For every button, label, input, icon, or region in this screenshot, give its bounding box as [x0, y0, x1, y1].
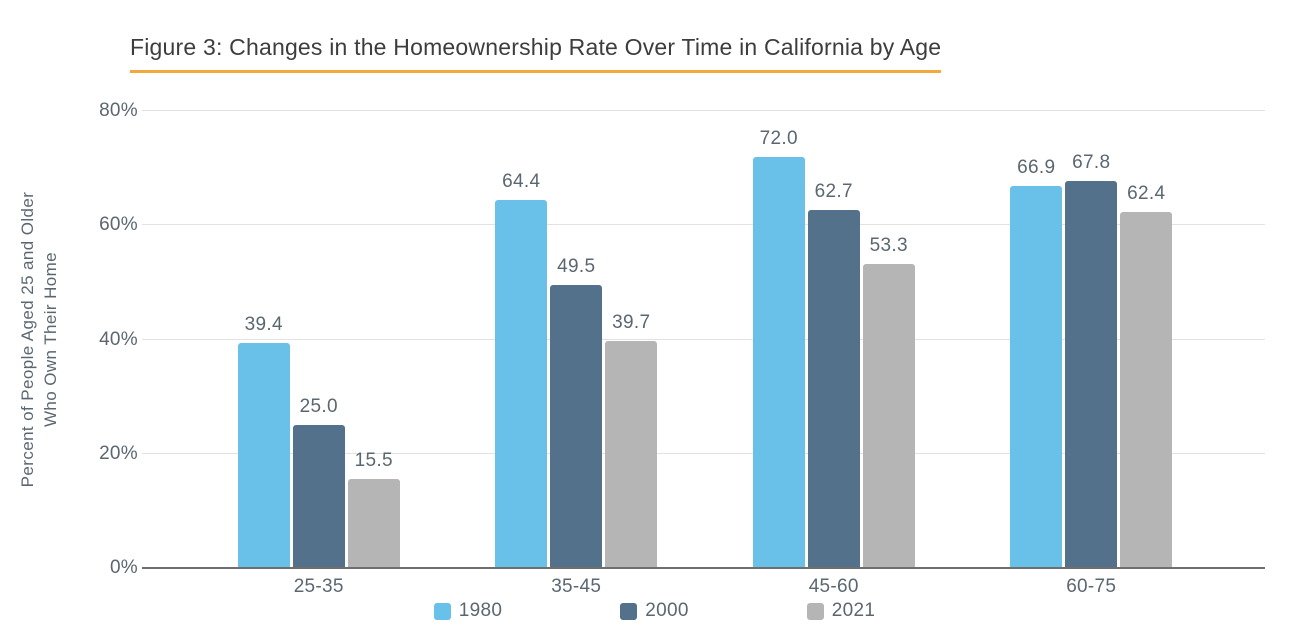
- bar-value-label: 62.4: [1127, 182, 1166, 204]
- y-tick-label-40%: 40%: [99, 328, 138, 350]
- y-tick-label-80%: 80%: [99, 100, 138, 121]
- bar-1980-45-60: 72.0: [752, 128, 805, 568]
- gridline-80%: [142, 110, 1265, 111]
- legend-swatch-1980: [433, 602, 451, 620]
- bar-area: 39.4 25.0 15.5 64.4 49.5 39.7 72.0 62.7 53.3 66.9…: [190, 111, 1220, 568]
- x-category-label-25-35: 25-35: [293, 576, 344, 597]
- bar-value-label: 25.0: [299, 396, 338, 418]
- x-category-label-45-60: 45-60: [808, 576, 859, 597]
- x-category-label-35-45: 35-45: [551, 576, 602, 597]
- bar-2021-25-35: 15.5: [347, 450, 400, 568]
- y-tick-label-0%: 0%: [109, 557, 138, 578]
- bar-2000-60-75: 67.8: [1065, 152, 1118, 568]
- bar-2021-35-45: 39.7: [605, 312, 658, 568]
- legend-item-2021: 2021: [806, 600, 876, 622]
- legend: 1980 2000 2021: [0, 600, 1309, 622]
- y-axis-tick-labels: 0% 20% 40% 60% 80%: [0, 100, 138, 578]
- title-wrap: Figure 3: Changes in the Homeownership R…: [130, 34, 942, 73]
- gridline-20%: [142, 452, 1265, 454]
- bar-value-label: 49.5: [557, 256, 596, 278]
- bar-value-label: 66.9: [1017, 156, 1056, 178]
- bar-value-label: 39.4: [244, 313, 283, 335]
- x-axis-line: [142, 567, 1265, 569]
- bar-2021-45-60: 53.3: [862, 235, 915, 568]
- bar-2000-45-60: 62.7: [807, 181, 860, 568]
- gridline-40%: [142, 338, 1265, 340]
- bar-value-label: 15.5: [354, 450, 393, 472]
- y-tick-label-60%: 60%: [99, 214, 138, 236]
- bar-group-60-75: 66.9 67.8 62.4: [963, 111, 1221, 568]
- bar-value-label: 39.7: [612, 312, 651, 334]
- gridline-60%: [142, 224, 1265, 226]
- legend-swatch-2021: [806, 602, 824, 620]
- bar-value-label: 53.3: [869, 234, 908, 256]
- x-axis-category-labels: 25-35 35-45 45-60 60-75: [150, 576, 1265, 598]
- y-tick-label-20%: 20%: [99, 442, 138, 464]
- bar-group-25-35: 39.4 25.0 15.5: [190, 111, 448, 568]
- bar-value-label: 62.7: [814, 180, 853, 202]
- bar-2000-25-35: 25.0: [292, 396, 345, 568]
- bar-group-45-60: 72.0 62.7 53.3: [705, 111, 963, 568]
- chart-title: Figure 3: Changes in the Homeownership R…: [130, 34, 942, 73]
- bar-value-label: 72.0: [759, 127, 798, 149]
- bar-1980-35-45: 64.4: [495, 171, 548, 568]
- bar-1980-25-35: 39.4: [237, 314, 290, 568]
- bar-2021-60-75: 62.4: [1120, 183, 1173, 568]
- legend-label-2000: 2000: [645, 600, 689, 621]
- bar-2000-35-45: 49.5: [550, 256, 603, 568]
- x-category-label-60-75: 60-75: [1066, 576, 1117, 597]
- legend-label-2021: 2021: [831, 600, 876, 621]
- plot-area: 39.4 25.0 15.5 64.4 49.5 39.7 72.0 62.7 53.3 66.9…: [142, 110, 1265, 569]
- bar-group-35-45: 64.4 49.5 39.7: [448, 111, 706, 568]
- legend-label-1980: 1980: [458, 600, 503, 621]
- legend-item-1980: 1980: [433, 600, 503, 622]
- bar-1980-60-75: 66.9: [1010, 157, 1063, 568]
- bar-value-label: 67.8: [1072, 151, 1111, 173]
- legend-swatch-2000: [620, 602, 638, 620]
- legend-item-2000: 2000: [620, 600, 688, 622]
- bar-value-label: 64.4: [502, 171, 541, 193]
